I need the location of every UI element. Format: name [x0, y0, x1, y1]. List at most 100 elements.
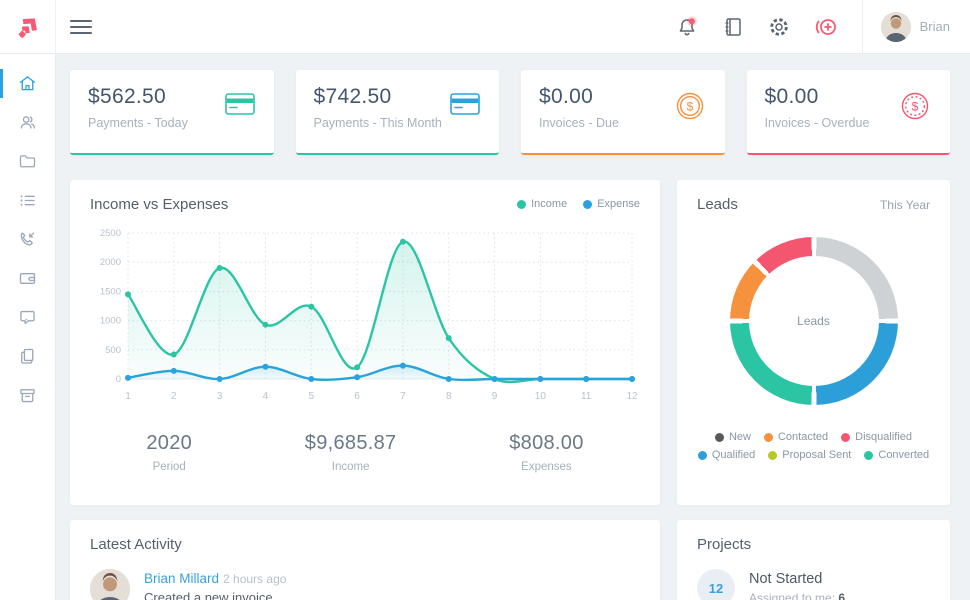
sidebar-item-payments[interactable]	[0, 259, 55, 298]
lists-icon	[20, 195, 35, 206]
projects-title: Projects	[697, 536, 752, 553]
stat-value: $562.50	[88, 85, 167, 108]
svg-text:2500: 2500	[100, 228, 121, 239]
legend-dot	[763, 432, 773, 442]
leads-legend-qualified[interactable]: Qualified	[697, 449, 755, 461]
leads-card: Leads This Year Leads New Contacted Disqua…	[677, 180, 950, 505]
app-logo[interactable]	[0, 0, 56, 54]
project-item[interactable]: 12 Not Started Assigned to me: 6	[697, 569, 930, 600]
stat-card-payments-month[interactable]: $742.50 Payments - This Month	[295, 70, 499, 155]
legend-dot	[517, 199, 527, 209]
bell-icon[interactable]	[675, 15, 699, 39]
sidebar-item-calls[interactable]	[0, 220, 55, 259]
archive-icon	[20, 389, 35, 403]
svg-text:9: 9	[492, 391, 498, 402]
svg-text:1: 1	[125, 391, 131, 402]
credit-card-icon	[224, 85, 256, 138]
svg-text:1000: 1000	[100, 316, 121, 327]
leads-legend: New Contacted Disqualified Qualified Proposa…	[697, 431, 930, 461]
svg-text:0: 0	[116, 374, 121, 385]
header-divider	[861, 0, 863, 54]
top-header: Brian	[0, 0, 970, 54]
project-assigned-label: Assigned to me: 6	[749, 591, 845, 600]
coin-icon: $	[675, 85, 707, 138]
logo-icon	[18, 17, 37, 38]
quick-add-icon[interactable]	[813, 15, 837, 39]
project-assigned-count: 6	[838, 591, 846, 600]
project-status-title: Not Started	[749, 571, 823, 587]
project-count-badge: 12	[697, 569, 735, 600]
svg-text:500: 500	[105, 345, 121, 356]
stat-label: Payments - This Month	[313, 116, 442, 130]
book-icon[interactable]	[721, 15, 745, 39]
sidebar-nav	[0, 54, 56, 600]
leads-donut-chart[interactable]: Leads	[729, 237, 898, 405]
svg-text:3: 3	[217, 391, 223, 402]
contacts-icon	[20, 116, 36, 129]
summary-period: 2020 Period	[146, 432, 193, 473]
summary-expenses: $808.00 Expenses	[509, 432, 584, 473]
activity-action: Created a new invoice	[144, 590, 273, 600]
stat-label: Payments - Today	[88, 116, 188, 130]
svg-text:2: 2	[171, 391, 177, 402]
leads-legend-proposal-sent[interactable]: Proposal Sent	[768, 449, 851, 461]
activity-user-link[interactable]: Brian Millard	[144, 571, 220, 586]
leads-title: Leads	[697, 196, 738, 213]
user-avatar	[880, 11, 911, 42]
svg-text:$: $	[686, 99, 693, 113]
sidebar-item-messages[interactable]	[0, 298, 55, 337]
activity-time: 2 hours ago	[223, 572, 287, 586]
credit-card-icon	[449, 85, 481, 138]
menu-toggle-icon[interactable]	[70, 16, 92, 38]
legend-dot	[864, 450, 874, 460]
leads-legend-disqualified[interactable]: Disqualified	[841, 431, 912, 443]
legend-dot	[697, 450, 707, 460]
stat-card-invoices-overdue[interactable]: $0.00 Invoices - Overdue $	[746, 70, 950, 155]
legend-dot	[841, 432, 851, 442]
sidebar-item-contacts[interactable]	[0, 103, 55, 142]
folders-icon	[19, 155, 36, 168]
svg-text:7: 7	[400, 391, 406, 402]
home-icon	[19, 76, 36, 91]
legend-dot	[583, 199, 593, 209]
stat-value: $742.50	[313, 85, 392, 108]
user-name: Brian	[919, 19, 950, 34]
activity-item[interactable]: Brian Millard 2 hours ago Created a new i…	[90, 569, 640, 600]
svg-text:4: 4	[263, 391, 269, 402]
leads-legend-new[interactable]: New	[714, 431, 751, 443]
sidebar-item-lists[interactable]	[0, 181, 55, 220]
coin-dashed-icon: $	[900, 85, 932, 138]
sidebar-item-home[interactable]	[0, 64, 55, 103]
svg-text:8: 8	[446, 391, 452, 402]
svg-text:2000: 2000	[100, 257, 121, 268]
stat-card-payments-today[interactable]: $562.50 Payments - Today	[70, 70, 274, 155]
legend-expense[interactable]: Expense	[583, 198, 640, 210]
user-menu[interactable]: Brian	[863, 11, 970, 42]
projects-card: Projects 12 Not Started Assigned to me: …	[677, 520, 950, 600]
chart-summary-row: 2020 Period $9,685.87 Income $808.00 Exp…	[90, 432, 640, 473]
stat-card-invoices-due[interactable]: $0.00 Invoices - Due $	[521, 70, 725, 155]
legend-income[interactable]: Income	[517, 198, 567, 210]
stat-label: Invoices - Overdue	[764, 116, 870, 130]
leads-range-label[interactable]: This Year	[879, 198, 930, 212]
svg-text:10: 10	[535, 391, 547, 402]
sidebar-item-archive[interactable]	[0, 376, 55, 415]
header-actions: Brian	[664, 0, 970, 54]
leads-legend-contacted[interactable]: Contacted	[763, 431, 828, 443]
documents-icon	[21, 348, 34, 364]
stat-cards-row: $562.50 Payments - Today $742.50 Payment…	[70, 70, 950, 155]
income-expenses-chart[interactable]: 0 500 1000 1500 2000 2500 1 2 3 4 5 6 7 8 9 10 11 12	[90, 221, 640, 418]
bottom-row: Latest Activity Brian Millard 2 hours ago…	[70, 520, 950, 600]
svg-text:11: 11	[581, 391, 592, 402]
gear-icon[interactable]	[767, 15, 791, 39]
stat-value: $0.00	[539, 85, 594, 108]
donut-center-label: Leads	[797, 314, 830, 328]
legend-dot	[714, 432, 724, 442]
charts-row: Income vs Expenses Income Expense 0 500 100…	[70, 180, 950, 505]
sidebar-item-folders[interactable]	[0, 142, 55, 181]
sidebar-item-documents[interactable]	[0, 337, 55, 376]
leads-legend-converted[interactable]: Converted	[864, 449, 929, 461]
income-chart-title: Income vs Expenses	[90, 196, 229, 213]
income-chart-legend: Income Expense	[517, 196, 640, 210]
svg-text:$: $	[912, 99, 919, 113]
